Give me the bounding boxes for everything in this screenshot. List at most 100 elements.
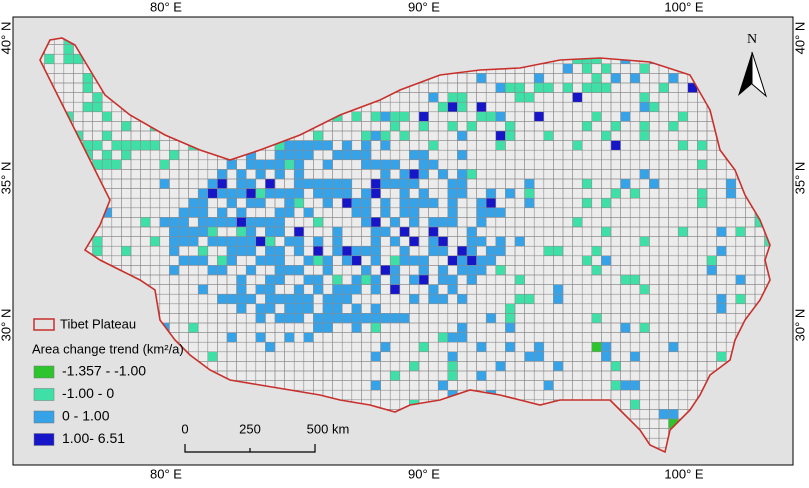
lat-label: 30° N bbox=[792, 309, 807, 342]
grid-cell bbox=[293, 313, 305, 324]
grid-cell bbox=[313, 217, 324, 228]
grid-cell bbox=[332, 226, 343, 237]
grid-cell bbox=[332, 236, 343, 247]
lat-label: 30° N bbox=[0, 309, 13, 342]
grid-cell bbox=[380, 197, 391, 209]
grid-cell bbox=[639, 284, 650, 295]
grid-cell bbox=[591, 265, 602, 276]
grid-cell bbox=[82, 73, 93, 84]
grid-cell bbox=[610, 361, 621, 372]
grid-cell bbox=[178, 207, 189, 218]
grid-cell bbox=[457, 332, 468, 343]
grid-cell bbox=[380, 178, 391, 189]
grid-cell bbox=[601, 63, 612, 74]
grid-cell bbox=[601, 130, 612, 141]
grid-cell bbox=[370, 351, 381, 362]
grid-cell bbox=[255, 217, 266, 228]
grid-cell bbox=[505, 303, 516, 314]
grid-cell bbox=[505, 188, 516, 199]
grid-cell bbox=[668, 409, 679, 420]
grid-cell bbox=[370, 274, 381, 285]
grid-cell bbox=[351, 255, 362, 266]
grid-cell bbox=[553, 245, 564, 257]
grid-cell bbox=[361, 245, 372, 257]
grid-cell bbox=[505, 130, 516, 141]
grid-cell bbox=[322, 265, 333, 276]
grid-cell bbox=[265, 245, 276, 257]
grid-cell bbox=[457, 178, 468, 189]
grid-cell bbox=[437, 332, 449, 343]
grid-cell bbox=[370, 380, 381, 391]
grid-cell bbox=[572, 217, 583, 228]
grid-cell bbox=[418, 265, 429, 276]
grid-cell bbox=[245, 245, 257, 257]
grid-cell bbox=[169, 265, 180, 276]
grid-cell bbox=[514, 236, 525, 247]
grid-cell bbox=[293, 265, 305, 276]
grid-cell bbox=[697, 140, 708, 151]
grid-cell bbox=[543, 130, 554, 141]
grid-cell bbox=[361, 149, 372, 161]
grid-cell bbox=[332, 149, 343, 161]
grid-cell bbox=[303, 303, 314, 314]
grid-cell bbox=[293, 140, 305, 151]
grid-cell bbox=[293, 178, 305, 189]
grid-cell bbox=[591, 82, 602, 93]
scale-label: 250 bbox=[239, 421, 261, 436]
grid-cell bbox=[380, 341, 391, 353]
grid-cell bbox=[447, 351, 458, 362]
grid-cell bbox=[169, 149, 180, 161]
grid-cell bbox=[437, 169, 449, 180]
grid-cell bbox=[245, 217, 257, 228]
arrow-left bbox=[738, 52, 752, 96]
grid-cell bbox=[409, 149, 420, 161]
grid-cell bbox=[236, 236, 247, 247]
grid-cell bbox=[197, 188, 209, 199]
grid-cell bbox=[389, 178, 401, 189]
grid-cell bbox=[409, 178, 420, 189]
grid-cell bbox=[466, 236, 477, 247]
grid-cell bbox=[399, 188, 410, 199]
grid-cell bbox=[418, 188, 429, 199]
grid-cell bbox=[370, 217, 381, 228]
grid-cell bbox=[677, 140, 689, 151]
grid-cell bbox=[313, 255, 324, 266]
plateau-boundary bbox=[39, 37, 771, 454]
grid-cell bbox=[428, 197, 439, 209]
scale-label: 500 km bbox=[307, 421, 350, 436]
grid-cell bbox=[197, 207, 209, 218]
grid-cell bbox=[620, 274, 631, 285]
grid-cell bbox=[495, 82, 506, 93]
grid-cell bbox=[255, 284, 266, 295]
grid-cell bbox=[284, 159, 295, 170]
grid-cell bbox=[505, 313, 516, 324]
grid-cell bbox=[380, 313, 391, 324]
grid-cell bbox=[313, 313, 324, 324]
grid-cell bbox=[476, 197, 487, 209]
grid-cell bbox=[370, 188, 381, 199]
grid-cell bbox=[370, 226, 381, 237]
grid-cell bbox=[313, 188, 324, 199]
grid-cell bbox=[447, 101, 458, 113]
grid-cell bbox=[485, 245, 497, 257]
grid-cell bbox=[217, 265, 228, 276]
grid-cell bbox=[303, 140, 314, 151]
grid-cell bbox=[466, 255, 477, 266]
grid-cell bbox=[351, 303, 362, 314]
grid-cell bbox=[639, 63, 650, 74]
grid-cell bbox=[428, 217, 439, 228]
legend: Tibet Plateau Area change trend (km²/a) … bbox=[32, 316, 184, 446]
grid-cell bbox=[284, 332, 295, 343]
grid-cell bbox=[293, 188, 305, 199]
lon-label: 100° E bbox=[664, 0, 704, 14]
grid-cell bbox=[322, 140, 333, 151]
grid-cell bbox=[524, 293, 535, 305]
grid-cell bbox=[639, 236, 650, 247]
grid-cell bbox=[725, 188, 737, 199]
grid-cell bbox=[428, 284, 439, 295]
grid-cell bbox=[735, 226, 746, 237]
grid-cell bbox=[188, 207, 199, 218]
grid-cell bbox=[370, 111, 381, 122]
grid-cell bbox=[255, 303, 266, 314]
grid-cell bbox=[629, 380, 641, 391]
